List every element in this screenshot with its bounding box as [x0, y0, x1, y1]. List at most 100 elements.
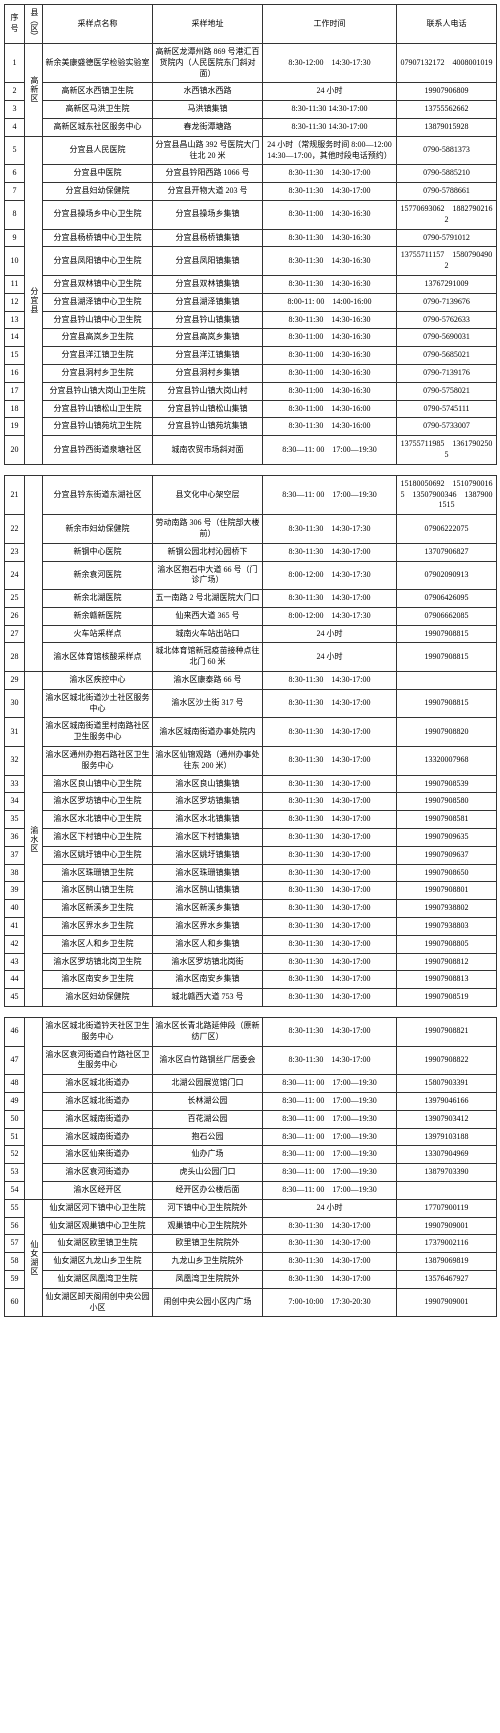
cell: 百花湖公园: [153, 1110, 263, 1128]
table-row: 4高新区城东社区服务中心春龙街潭塘路8:30-11:30 14:30-17:00…: [5, 118, 497, 136]
cell: 渝水区罗坊镇北岗卫生院: [43, 953, 153, 971]
table-row: 38渝水区珠珊镇卫生院渝水区珠珊镇集镇8:30-11:30 14:30-17:0…: [5, 864, 497, 882]
cell: 19907908801: [397, 882, 497, 900]
cell: 07907132172 4008001019: [397, 44, 497, 83]
cell: 8:30-11:00 14:30-16:30: [263, 364, 397, 382]
cell: [397, 1181, 497, 1199]
cell: 分宜县钤山镇苑坑集镇: [153, 418, 263, 436]
cell: 仙女湖区卸天阁闹创中央公园小区: [43, 1288, 153, 1317]
cell: 19907909001: [397, 1288, 497, 1317]
table-row: 5分宜县分宜县人民医院分宜县昌山路 392 号医院大门往北 20 米24 小时（…: [5, 136, 497, 165]
cell: 19907908815: [397, 643, 497, 672]
cell: 8:30-11:30 14:30-17:00: [263, 101, 397, 119]
cell: 21: [5, 475, 25, 514]
cell: 渝水区南安乡集镇: [153, 971, 263, 989]
cell: 22: [5, 515, 25, 544]
cell: 0790-5685021: [397, 347, 497, 365]
cell: 24 小时（常规服务时间 8:00—12:00 14:30—17:00，其他时段…: [263, 136, 397, 165]
cell: 0790-5758021: [397, 382, 497, 400]
cell: 8:30-11:30 14:30-16:30: [263, 229, 397, 247]
cell: 虎头山公园门口: [153, 1164, 263, 1182]
cell: 渝水区体育馆核酸采样点: [43, 643, 153, 672]
cell: 渝水区城北街道沙土社区服务中心: [43, 689, 153, 718]
cell: 19907909637: [397, 846, 497, 864]
cell: 高新区水西镇卫生院: [43, 83, 153, 101]
cell: 56: [5, 1217, 25, 1235]
header-cell: 采样地址: [153, 5, 263, 44]
cell: 分宜县钤山镇苑坑卫生院: [43, 418, 153, 436]
table-row: 23新钢中心医院新钢公园北村沁园桥下8:30-11:30 14:30-17:00…: [5, 543, 497, 561]
cell: 分宜县人民医院: [43, 136, 153, 165]
cell: 8:30-11:30 14:30-17:00: [263, 672, 397, 690]
cell: 07906222075: [397, 515, 497, 544]
cell: [25, 475, 43, 671]
cell: 分宜县昌山路 392 号医院大门往北 20 米: [153, 136, 263, 165]
cell: 42: [5, 935, 25, 953]
table-row: 22新余市妇幼保健院劳动南路 306 号（住院部大楼前）8:30-11:30 1…: [5, 515, 497, 544]
cell: 8:30-11:30 14:30-17:00: [263, 747, 397, 776]
cell: 50: [5, 1110, 25, 1128]
table-row: 10分宜县凤阳镇中心卫生院分宜县凤阳镇集镇8:30-11:30 14:30-16…: [5, 247, 497, 276]
cell: 13907903412: [397, 1110, 497, 1128]
cell: 13755711985 13617902505: [397, 436, 497, 465]
cell: 分宜县杨桥镇集镇: [153, 229, 263, 247]
cell: 高新区龙潭州路 869 号港汇百货院内（人民医院东门斜对面）: [153, 44, 263, 83]
cell: 高新区: [25, 44, 43, 137]
cell: 城北体育馆新冠疫苗接种点往北门 60 米: [153, 643, 263, 672]
cell: 新余市妇幼保健院: [43, 515, 153, 544]
cell: 17379002116: [397, 1235, 497, 1253]
cell: 渝水区水北镇集镇: [153, 811, 263, 829]
table-row: 60仙女湖区卸天阁闹创中央公园小区闹创中央公园小区内广场7:00-10:00 1…: [5, 1288, 497, 1317]
cell: 闹创中央公园小区内广场: [153, 1288, 263, 1317]
table-row: 39渝水区鹄山镇卫生院渝水区鹄山镇集镇8:30-11:30 14:30-17:0…: [5, 882, 497, 900]
cell: 渝水区珠珊镇集镇: [153, 864, 263, 882]
cell: 38: [5, 864, 25, 882]
cell: 18: [5, 400, 25, 418]
cell: 7: [5, 183, 25, 201]
cell: 45: [5, 989, 25, 1007]
cell: 8:30-11:30 14:30-17:00: [263, 165, 397, 183]
cell: 6: [5, 165, 25, 183]
sampling-table: 46渝水区城北街道钤天社区卫生服务中心渝水区长青北路延伸段（原新纺厂区）8:30…: [4, 1017, 497, 1317]
cell: 水西镇水西路: [153, 83, 263, 101]
cell: 30: [5, 689, 25, 718]
cell: 48: [5, 1075, 25, 1093]
cell: 8:30-11:30 14:30-17:00: [263, 829, 397, 847]
cell: 24 小时: [263, 643, 397, 672]
cell: 渝水区城南街道办: [43, 1128, 153, 1146]
cell: 46: [5, 1018, 25, 1047]
cell: 渝水区下村镇集镇: [153, 829, 263, 847]
cell: 0790-7139676: [397, 293, 497, 311]
cell: 分宜县操场乡中心卫生院: [43, 200, 153, 229]
table-row: 36渝水区下村镇中心卫生院渝水区下村镇集镇8:30-11:30 14:30-17…: [5, 829, 497, 847]
cell: 13767291009: [397, 275, 497, 293]
cell: 26: [5, 607, 25, 625]
cell: 0790-5788661: [397, 183, 497, 201]
table-row: 53渝水区袁河街道办虎头山公园门口8:30—11: 00 17:00—19:30…: [5, 1164, 497, 1182]
cell: 60: [5, 1288, 25, 1317]
cell: 新余袁河医院: [43, 561, 153, 590]
table-row: 13分宜县钤山镇中心卫生院分宜县钤山镇集镇8:30-11:30 14:30-16…: [5, 311, 497, 329]
cell: 27: [5, 625, 25, 643]
cell: 8:30-11:00 14:30-16:30: [263, 382, 397, 400]
table-row: 7分宜县妇幼保健院分宜县开物大道 203 号8:30-11:30 14:30-1…: [5, 183, 497, 201]
cell: 经开区办公楼后面: [153, 1181, 263, 1199]
cell: 19907906809: [397, 83, 497, 101]
cell: 36: [5, 829, 25, 847]
cell: 17707900119: [397, 1199, 497, 1217]
cell: 渝水区界水乡卫生院: [43, 918, 153, 936]
table-row: 14分宜县高岚乡卫生院分宜县高岚乡集镇8:30-11:00 14:30-16:3…: [5, 329, 497, 347]
cell: 53: [5, 1164, 25, 1182]
cell: 仙女湖区河下镇中心卫生院: [43, 1199, 153, 1217]
cell: 分宜县钤山镇大岗山卫生院: [43, 382, 153, 400]
cell: 分宜县洞村乡集镇: [153, 364, 263, 382]
cell: 5: [5, 136, 25, 165]
cell: 新余北湖医院: [43, 590, 153, 608]
cell: 17: [5, 382, 25, 400]
cell: 分宜县钤西街道泉塘社区: [43, 436, 153, 465]
cell: 分宜县湖泽镇中心卫生院: [43, 293, 153, 311]
cell: 渝水区新溪乡集镇: [153, 900, 263, 918]
cell: 渝水区妇幼保健院: [43, 989, 153, 1007]
cell: 8:30-11:00 14:30-16:30: [263, 329, 397, 347]
cell: 渝水区疾控中心: [43, 672, 153, 690]
